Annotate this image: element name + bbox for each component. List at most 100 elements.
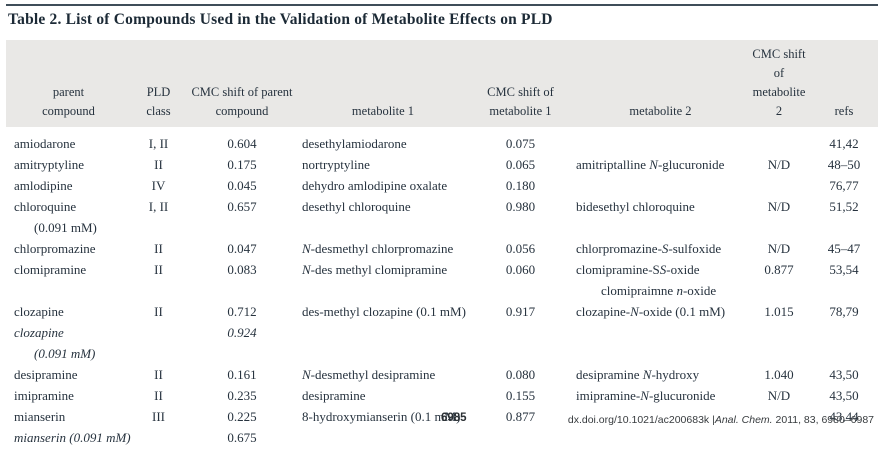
table-row: clozapine II 0.712 des-methyl clozapine (0.… bbox=[6, 301, 878, 322]
table-cell: desipramine N-hydroxy bbox=[576, 367, 700, 382]
table-cell bbox=[468, 322, 573, 343]
table-cell bbox=[6, 280, 131, 301]
table-cell bbox=[810, 217, 878, 238]
table-cell: N-desmethyl desipramine bbox=[302, 367, 436, 382]
table-row: desipramine II 0.161 N-desmethyl desipramin… bbox=[6, 364, 878, 385]
table-cell: 0.075 bbox=[505, 136, 536, 151]
table-cell: clomipramine-SS-oxide bbox=[576, 262, 700, 277]
header-row: parent compound PLD class CMC shift of paren… bbox=[6, 40, 878, 127]
column-header: refs bbox=[810, 40, 878, 127]
table-cell: bidesethyl chloroquine bbox=[576, 199, 695, 214]
table-cell: chlorpromazine bbox=[14, 241, 96, 256]
column-header: CMC shift of parent compound bbox=[186, 40, 298, 127]
table-cell: 0.657 bbox=[227, 199, 257, 214]
table-cell: 0.980 bbox=[505, 199, 536, 214]
table-cell: (0.091 mM) bbox=[34, 346, 96, 361]
table-cell bbox=[573, 175, 748, 196]
table-cell: amitriptalline N-glucuronide bbox=[576, 157, 725, 172]
table-cell: 1.015 bbox=[764, 304, 794, 319]
table-cell bbox=[468, 343, 573, 364]
table-cell: 43,44 bbox=[829, 409, 859, 424]
table-cell: mianserin bbox=[14, 409, 66, 424]
table-cell: 0.175 bbox=[227, 157, 257, 172]
table-cell bbox=[298, 322, 468, 343]
table-cell bbox=[748, 280, 810, 301]
table-cell: 43,50 bbox=[829, 367, 859, 382]
table-cell bbox=[298, 427, 468, 448]
compounds-table: parent compound PLD class CMC shift of paren… bbox=[6, 40, 878, 448]
table-cell: dehydro amlodipine oxalate bbox=[302, 178, 448, 193]
table-cell: clozapine bbox=[14, 325, 64, 340]
table-cell: amiodarone bbox=[14, 136, 76, 151]
table-cell: 8-hydroxymianserin (0.1 mM) bbox=[302, 409, 461, 424]
table-row: mianserin (0.091 mM) 0.675 bbox=[6, 427, 878, 448]
table-cell: amlodipine bbox=[14, 178, 73, 193]
table-cell: II bbox=[154, 157, 163, 172]
table-cell bbox=[468, 280, 573, 301]
table-cell: II bbox=[154, 388, 163, 403]
table-cell bbox=[748, 175, 810, 196]
table-cell bbox=[810, 343, 878, 364]
table-cell: 0.924 bbox=[227, 325, 257, 340]
table-cell: (0.091 mM) bbox=[34, 220, 97, 235]
table-row: imipramine II 0.235 desipramine 0.155 imipram… bbox=[6, 385, 878, 406]
table-cell bbox=[186, 343, 298, 364]
table-cell: 0.235 bbox=[227, 388, 257, 403]
table-cell bbox=[573, 127, 748, 154]
table-cell: N/D bbox=[767, 388, 791, 403]
table-cell bbox=[573, 427, 748, 448]
table-cell: desipramine bbox=[302, 388, 366, 403]
table-row: chloroquine I, II 0.657 desethyl chloroquin… bbox=[6, 196, 878, 217]
table-cell: I, II bbox=[148, 136, 169, 151]
table-cell: II bbox=[154, 241, 163, 256]
table-row: clomipramine II 0.083 N-des methyl clomipra… bbox=[6, 259, 878, 280]
table-row: mianserin III 0.225 8-hydroxymianserin (0.1… bbox=[6, 406, 878, 427]
column-header: PLD class bbox=[131, 40, 186, 127]
journal-citation: dx.doi.org/10.1021/ac200683k |Anal. Chem… bbox=[567, 414, 874, 426]
table-cell: IV bbox=[151, 178, 166, 193]
table-cell: clomipramine bbox=[14, 262, 87, 277]
table-cell: N/D bbox=[767, 157, 791, 172]
table-cell bbox=[131, 280, 186, 301]
table-cell: N/D bbox=[767, 241, 791, 256]
column-header: CMC shift of metabolite 1 bbox=[468, 40, 573, 127]
table-header: parent compound PLD class CMC shift of paren… bbox=[6, 40, 878, 127]
table-cell: 0.675 bbox=[227, 430, 257, 445]
table-row: amitryptyline II 0.175 nortryptyline 0.065 am… bbox=[6, 154, 878, 175]
table-cell bbox=[131, 427, 186, 448]
table-row: chlorpromazine II 0.047 N-desmethyl chlorpr… bbox=[6, 238, 878, 259]
table-top-rule bbox=[6, 4, 878, 6]
table-cell: 0.225 bbox=[227, 409, 257, 424]
table-cell: 0.161 bbox=[227, 367, 257, 382]
column-header: parent compound bbox=[6, 40, 131, 127]
table-cell bbox=[748, 343, 810, 364]
table-row: clozapine 0.924 bbox=[6, 322, 878, 343]
table-cell: 78,79 bbox=[829, 304, 859, 319]
table-cell bbox=[298, 217, 468, 238]
table-cell bbox=[298, 343, 468, 364]
table-cell bbox=[573, 217, 748, 238]
table-body: amiodarone I, II 0.604 desethylamiodarone 0.… bbox=[6, 127, 878, 448]
table-cell: 0.712 bbox=[227, 304, 257, 319]
table-cell bbox=[131, 322, 186, 343]
table-cell: chlorpromazine-S-sulfoxide bbox=[576, 241, 722, 256]
table-cell: 51,52 bbox=[829, 199, 859, 214]
table-row: amlodipine IV 0.045 dehydro amlodipine oxal… bbox=[6, 175, 878, 196]
table-cell: 0.180 bbox=[505, 178, 536, 193]
table-cell: N/D bbox=[767, 199, 791, 214]
table-cell: 0.083 bbox=[227, 262, 257, 277]
table-cell bbox=[748, 322, 810, 343]
table-cell: mianserin (0.091 mM) bbox=[14, 430, 131, 445]
table-cell bbox=[186, 280, 298, 301]
table-cell: 76,77 bbox=[829, 178, 859, 193]
column-header: metabolite 1 bbox=[298, 40, 468, 127]
table-cell: clozapine-N-oxide (0.1 mM) bbox=[576, 304, 726, 319]
table-cell: 43,50 bbox=[829, 388, 859, 403]
table-cell: 0.877 bbox=[764, 262, 794, 277]
table-cell: chloroquine bbox=[14, 199, 77, 214]
table-cell bbox=[298, 280, 468, 301]
table-cell: 48–50 bbox=[827, 157, 861, 172]
table-cell: 0.045 bbox=[227, 178, 257, 193]
column-header: CMC shift of metabolite 2 bbox=[748, 40, 810, 127]
column-header: metabolite 2 bbox=[573, 40, 748, 127]
